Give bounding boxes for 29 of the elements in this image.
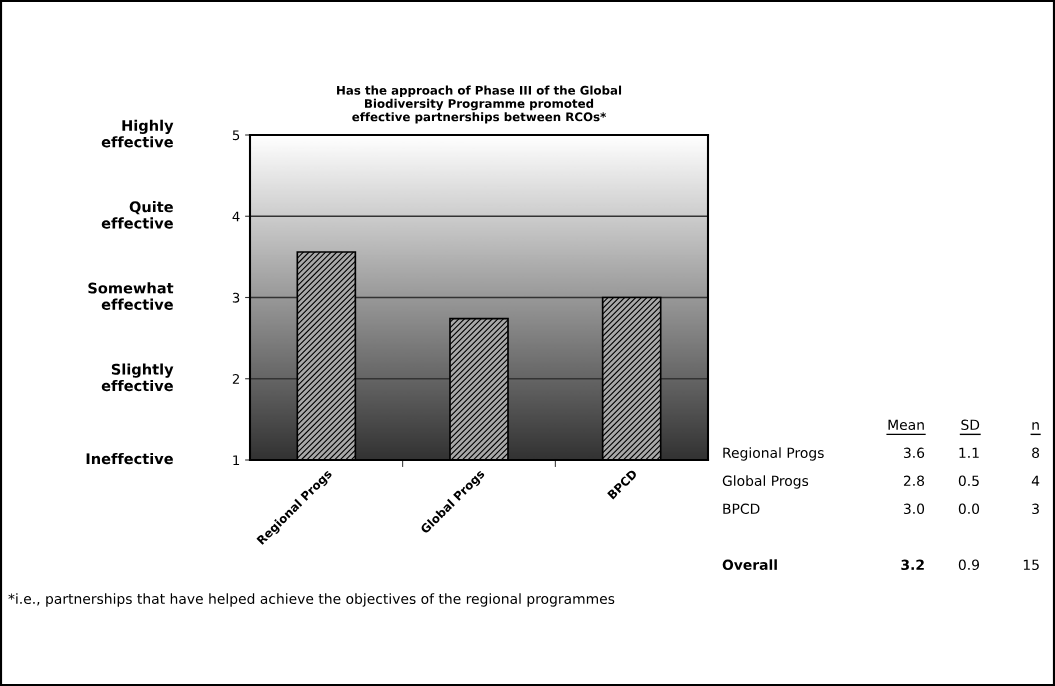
y-tick-label: 1 — [233, 455, 240, 466]
text: Regional Progs — [723, 447, 824, 461]
text: 2.8 — [903, 475, 925, 487]
text: Ineffective — [86, 452, 173, 465]
text: 1.1 — [959, 447, 979, 458]
text: Mean — [888, 419, 924, 431]
chart-title: Has the approach of Phase III of the Global Biodiversity Programme promoted effective partnerships between RCOs* — [337, 85, 622, 124]
text: n — [1032, 422, 1039, 430]
text: 0.9 — [958, 559, 980, 571]
text: 15 — [1023, 559, 1039, 571]
text: Slightly effective — [101, 363, 174, 392]
y-tick-label: 5 — [232, 130, 240, 141]
text: SD — [961, 419, 980, 431]
text: Quite effective — [101, 201, 173, 229]
text: 3.6 — [903, 447, 925, 459]
y-tick-label: 4 — [232, 211, 240, 222]
text: 3.2 — [901, 559, 924, 571]
text: 0.0 — [958, 503, 980, 515]
text: *i.e., partnerships that have helped achieve the objectives of the regional programmes — [8, 593, 615, 607]
text: 4 — [1031, 475, 1040, 486]
text: 0.5 — [958, 475, 979, 487]
text: Somewhat effective — [88, 282, 174, 310]
text: 8 — [1032, 447, 1040, 459]
y-tick-label: 2 — [232, 373, 239, 384]
text: Overall — [722, 559, 777, 571]
text: 3 — [1032, 503, 1039, 515]
text: Highly effective — [101, 119, 174, 148]
text: 3.0 — [903, 503, 925, 515]
y-tick-label: 3 — [232, 292, 240, 303]
